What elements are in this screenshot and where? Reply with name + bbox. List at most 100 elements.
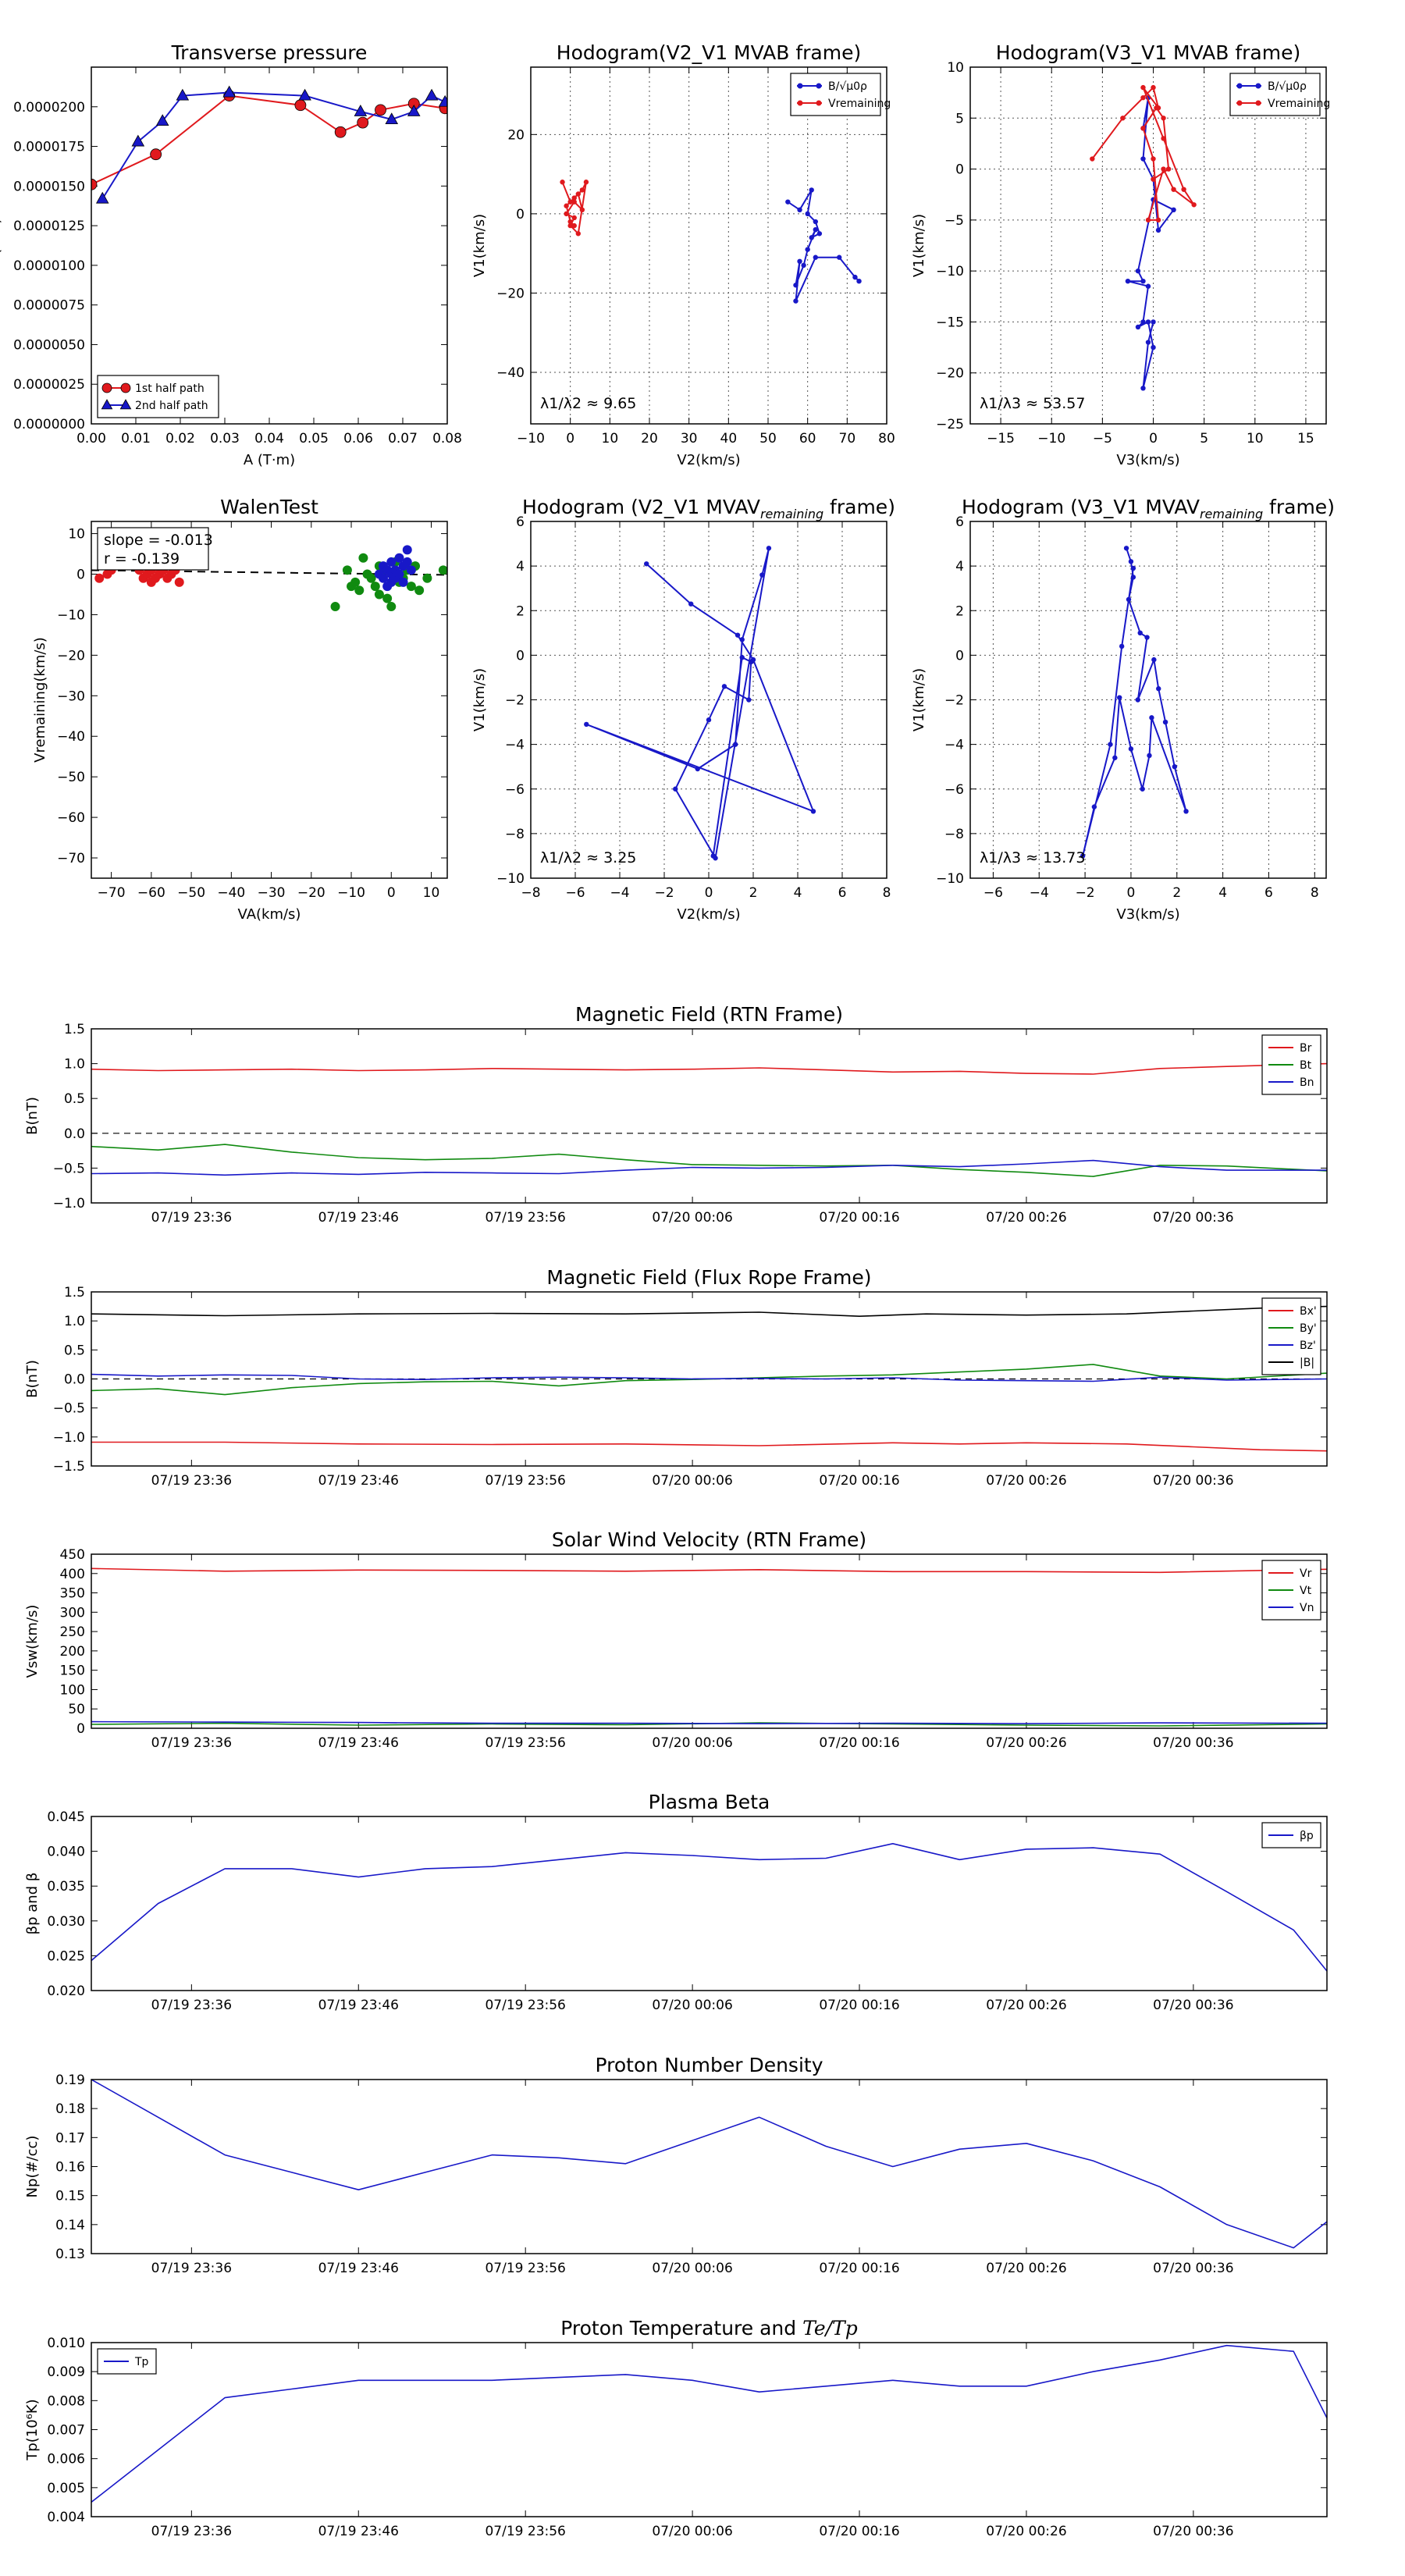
series-group xyxy=(91,1567,1327,1727)
data-point xyxy=(579,207,585,212)
x-tick-label: 07/20 00:26 xyxy=(986,2524,1066,2539)
y-tick-label: 20 xyxy=(507,127,525,143)
chart-title: Plasma Beta xyxy=(649,1791,770,1813)
data-point xyxy=(1128,559,1134,564)
data-point xyxy=(797,258,802,265)
series-group xyxy=(1090,84,1197,391)
data-point xyxy=(1108,742,1113,747)
x-tick-label: −15 xyxy=(987,431,1015,447)
chart-title: Hodogram(V3_V1 MVAB frame) xyxy=(996,41,1300,64)
data-point xyxy=(1171,207,1176,212)
x-tick-label: 07/19 23:56 xyxy=(485,1210,565,1226)
data-point xyxy=(1140,94,1146,101)
y-tick-label: 0.010 xyxy=(47,2336,85,2351)
data-point xyxy=(785,199,791,205)
series-line-b-0- xyxy=(1126,97,1175,390)
series-group xyxy=(91,1305,1327,1452)
legend-entry: B/√μ0ρ xyxy=(1268,80,1307,93)
y-tick-label: 0 xyxy=(76,568,85,583)
x-tick-label: 20 xyxy=(641,431,658,447)
data-point xyxy=(560,180,565,185)
x-tick-label: −8 xyxy=(521,885,540,901)
x-tick-label: 2 xyxy=(1172,885,1181,901)
y-tick-label: 0.0000200 xyxy=(13,100,85,116)
x-tick-label: −50 xyxy=(177,885,205,901)
y-tick-label: 1.5 xyxy=(64,1285,85,1300)
data-point xyxy=(382,593,393,603)
y-tick-label: 0.16 xyxy=(55,2160,85,2176)
data-point xyxy=(1162,719,1168,725)
data-point xyxy=(1145,319,1151,325)
x-tick-label: −5 xyxy=(1093,431,1112,447)
data-point xyxy=(294,99,307,112)
y-tick-label: 450 xyxy=(60,1547,85,1563)
series-line-np xyxy=(91,2080,1327,2249)
x-tick-label: −2 xyxy=(654,885,674,901)
y-tick-label: −25 xyxy=(936,417,964,432)
y-tick-label: 0.5 xyxy=(64,1091,85,1107)
y-tick-label: 0.025 xyxy=(47,1948,85,1964)
data-point xyxy=(759,572,765,578)
x-axis-label: VA(km/s) xyxy=(238,906,301,923)
x-tick-label: 07/19 23:46 xyxy=(318,2524,399,2539)
chart-title: Magnetic Field (Flux Rope Frame) xyxy=(546,1266,871,1289)
y-tick-label: 6 xyxy=(955,514,964,530)
series-line-bn xyxy=(91,1159,1327,1176)
y-tick-label: 4 xyxy=(516,559,525,575)
x-tick-label: 07/20 00:16 xyxy=(819,2261,899,2276)
data-point xyxy=(402,545,412,555)
data-point xyxy=(1161,116,1166,121)
data-point xyxy=(1165,166,1172,172)
data-point xyxy=(174,577,184,587)
y-tick-label: 1.0 xyxy=(64,1314,85,1329)
x-tick-label: 0.00 xyxy=(76,431,106,447)
y-tick-label: 50 xyxy=(68,1702,85,1717)
data-point xyxy=(1119,643,1125,649)
eigenvalue-ratio-note: λ1/λ2 ≈ 9.65 xyxy=(540,395,636,412)
x-tick-label: 07/19 23:56 xyxy=(485,1998,565,2013)
data-point xyxy=(1125,279,1131,284)
y-axis-label: Vsw(km/s) xyxy=(24,1605,41,1678)
x-tick-label: −4 xyxy=(610,885,629,901)
data-point xyxy=(354,105,368,116)
series-line--p xyxy=(91,1843,1327,1972)
y-tick-label: 10 xyxy=(947,60,964,76)
x-tick-label: 07/20 00:26 xyxy=(986,1473,1066,1489)
data-point xyxy=(571,215,577,221)
data-point xyxy=(1135,268,1141,274)
x-tick-label: −6 xyxy=(565,885,585,901)
y-tick-label: −1.0 xyxy=(53,1196,85,1212)
y-tick-label: 0.14 xyxy=(55,2218,85,2233)
plot-frame xyxy=(969,66,1327,425)
y-tick-label: 0.5 xyxy=(64,1343,85,1358)
data-point xyxy=(793,283,799,288)
data-point xyxy=(1151,84,1156,91)
legend-entry: Vremaining xyxy=(828,98,891,110)
x-tick-label: 07/20 00:36 xyxy=(1153,2524,1233,2539)
data-point xyxy=(406,565,416,575)
x-tick-label: −70 xyxy=(98,885,126,901)
x-tick-label: 07/20 00:16 xyxy=(819,1998,899,2013)
x-tick-label: −10 xyxy=(517,431,545,447)
y-tick-label: 0.0000075 xyxy=(13,298,85,314)
series-line-tp xyxy=(91,2344,1327,2503)
y-tick-label: 0.18 xyxy=(55,2101,85,2117)
data-point xyxy=(1140,319,1146,325)
y-tick-label: 200 xyxy=(60,1644,85,1660)
data-point xyxy=(575,231,581,237)
legend: B/√μ0ρ Vremaining xyxy=(790,73,891,116)
plot-frame xyxy=(91,66,448,425)
chart-h2: −15 −10 −5 0 5 10 15 −25 −20 −15 −10 −5 0 5 10 Hodogram… xyxy=(911,41,1330,468)
data-point xyxy=(1145,283,1151,289)
plot-area xyxy=(91,2080,1327,2254)
data-point xyxy=(1140,84,1146,91)
y-tick-label: 0 xyxy=(955,648,964,664)
y-tick-label: −0.5 xyxy=(53,1401,85,1417)
legend: B/√μ0ρ Vremaining xyxy=(1229,73,1330,116)
y-axis-label: V1(km/s) xyxy=(911,214,927,277)
chart-title: Hodogram (V3_V1 MVAVremaining frame) xyxy=(962,496,1335,521)
y-tick-label: 0.0 xyxy=(64,1372,85,1388)
data-point xyxy=(813,226,819,233)
data-point xyxy=(837,254,842,260)
x-tick-label: 0.04 xyxy=(254,431,284,447)
